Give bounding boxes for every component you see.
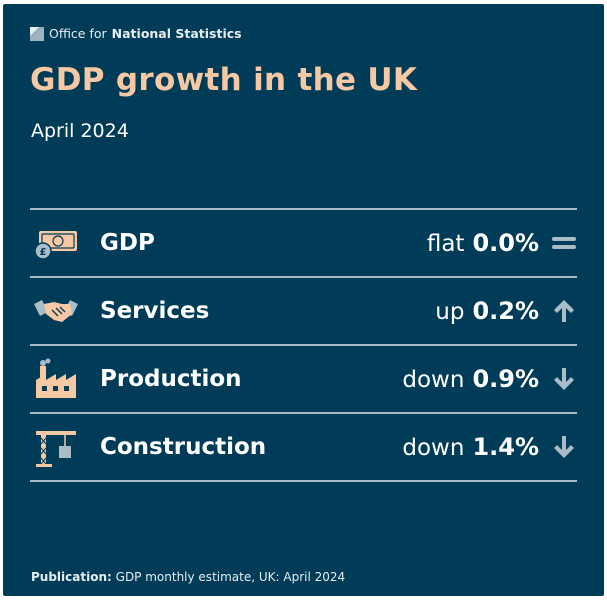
brand-prefix: Office for	[49, 26, 107, 41]
crane-icon	[36, 431, 76, 467]
percent-value: 0.2%	[472, 297, 539, 325]
factory-icon	[36, 358, 76, 398]
row-value: flat 0.0%	[427, 229, 539, 257]
direction-text: down	[402, 367, 465, 393]
table-row: Construction down 1.4%	[30, 414, 577, 482]
period-subtitle: April 2024	[31, 120, 129, 142]
ons-logo-icon	[30, 26, 44, 41]
publication-text: GDP monthly estimate, UK: April 2024	[115, 570, 346, 584]
publication-label: Publication:	[31, 570, 112, 584]
row-value: up 0.2%	[435, 297, 539, 325]
row-value: down 1.4%	[402, 433, 539, 461]
percent-value: 0.0%	[472, 229, 539, 257]
arrow-down-icon	[554, 368, 574, 390]
row-label: Services	[100, 298, 210, 324]
direction-text: down	[402, 435, 465, 461]
handshake-icon	[34, 300, 78, 322]
banknote-coin-icon: £	[34, 231, 77, 260]
percent-value: 0.9%	[472, 365, 539, 393]
table-row: £ GDP flat 0.0%	[30, 210, 577, 278]
percent-value: 1.4%	[472, 433, 539, 461]
growth-table: £ GDP flat 0.0% Services up 0.	[30, 208, 577, 482]
page-title: GDP growth in the UK	[30, 62, 418, 98]
row-label: GDP	[100, 230, 155, 256]
brand: Office for National Statistics	[30, 26, 242, 41]
direction-text: up	[435, 299, 465, 325]
svg-text:£: £	[40, 247, 47, 258]
arrow-up-icon	[554, 300, 574, 322]
table-row: Services up 0.2%	[30, 278, 577, 346]
equals-icon	[552, 237, 576, 249]
direction-text: flat	[426, 231, 465, 257]
row-value: down 0.9%	[402, 365, 539, 393]
arrow-down-icon	[554, 436, 574, 458]
row-label: Construction	[100, 434, 267, 460]
brand-name: National Statistics	[111, 26, 242, 41]
table-row: Production down 0.9%	[30, 346, 577, 414]
row-label: Production	[100, 366, 242, 392]
publication-footer: Publication: GDP monthly estimate, UK: A…	[31, 570, 345, 584]
infographic-card: Office for National Statistics GDP growt…	[3, 4, 604, 596]
